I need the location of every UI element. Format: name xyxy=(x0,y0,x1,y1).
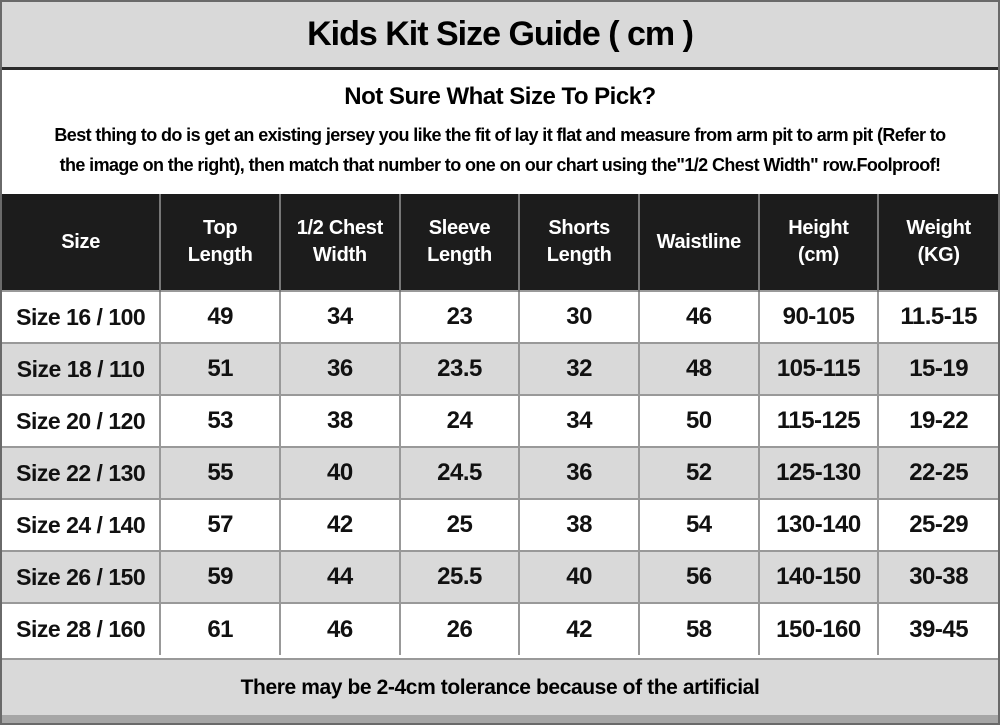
column-header: Waistline xyxy=(637,194,759,291)
value-cell: 40 xyxy=(279,446,400,499)
value-cell: 23.5 xyxy=(398,342,520,395)
value-cell: 34 xyxy=(279,290,400,343)
value-cell: 125-130 xyxy=(757,446,879,499)
value-cell: 19-22 xyxy=(877,394,998,447)
value-cell: 115-125 xyxy=(757,394,879,447)
column-header: Weight (KG) xyxy=(877,194,998,291)
value-cell: 24.5 xyxy=(398,446,520,499)
value-cell: 55 xyxy=(159,446,281,499)
intro-heading: Not Sure What Size To Pick? xyxy=(344,83,656,110)
value-cell: 24 xyxy=(398,394,520,447)
value-cell: 105-115 xyxy=(757,342,879,395)
value-cell: 48 xyxy=(637,342,759,395)
table-row: Size 16 / 100 49 34 23 30 46 90-105 11.5-15 xyxy=(2,290,998,343)
intro-line-1: Best thing to do is get an existing jers… xyxy=(54,125,946,145)
page-title: Kids Kit Size Guide ( cm ) xyxy=(307,15,694,53)
value-cell: 46 xyxy=(279,602,400,655)
size-cell: Size 28 / 160 xyxy=(2,602,161,655)
value-cell: 25-29 xyxy=(877,498,998,551)
value-cell: 42 xyxy=(518,602,639,655)
value-cell: 90-105 xyxy=(757,290,879,343)
value-cell: 59 xyxy=(159,550,281,603)
value-cell: 130-140 xyxy=(757,498,879,551)
intro-line-2: the image on the right), then match that… xyxy=(59,155,941,175)
column-header: Top Length xyxy=(159,194,281,291)
size-table-head-row: Size Top Length 1/2 Chest Width Sleeve Leng… xyxy=(2,194,998,291)
size-cell: Size 26 / 150 xyxy=(2,550,161,603)
table-row: Size 24 / 140 57 42 25 38 54 130-140 25-29 xyxy=(2,498,998,551)
column-header: Size xyxy=(2,194,161,291)
value-cell: 61 xyxy=(159,602,281,655)
column-header: Sleeve Length xyxy=(398,194,520,291)
value-cell: 52 xyxy=(637,446,759,499)
intro-section: Not Sure What Size To Pick? Best thing t… xyxy=(2,70,998,194)
title-bar: Kids Kit Size Guide ( cm ) xyxy=(2,2,998,70)
column-header: 1/2 Chest Width xyxy=(279,194,400,291)
value-cell: 38 xyxy=(518,498,639,551)
bottom-strip xyxy=(2,715,998,723)
value-cell: 15-19 xyxy=(877,342,998,395)
value-cell: 32 xyxy=(518,342,639,395)
size-cell: Size 24 / 140 xyxy=(2,498,161,551)
value-cell: 57 xyxy=(159,498,281,551)
value-cell: 39-45 xyxy=(877,602,998,655)
footer-note-bar: There may be 2-4cm tolerance because of … xyxy=(2,658,998,715)
value-cell: 42 xyxy=(279,498,400,551)
table-row: Size 20 / 120 53 38 24 34 50 115-125 19-22 xyxy=(2,394,998,447)
value-cell: 36 xyxy=(279,342,400,395)
value-cell: 38 xyxy=(279,394,400,447)
value-cell: 25.5 xyxy=(398,550,520,603)
value-cell: 30-38 xyxy=(877,550,998,603)
value-cell: 11.5-15 xyxy=(877,290,998,343)
value-cell: 51 xyxy=(159,342,281,395)
value-cell: 25 xyxy=(398,498,520,551)
column-header: Shorts Length xyxy=(518,194,639,291)
table-row: Size 26 / 150 59 44 25.5 40 56 140-150 30-38 xyxy=(2,550,998,603)
column-header: Height (cm) xyxy=(757,194,879,291)
value-cell: 22-25 xyxy=(877,446,998,499)
value-cell: 58 xyxy=(637,602,759,655)
size-table-body: Size 16 / 100 49 34 23 30 46 90-105 11.5-15 Size… xyxy=(2,290,998,655)
size-table: Size Top Length 1/2 Chest Width Sleeve Leng… xyxy=(2,194,998,655)
table-row: Size 22 / 130 55 40 24.5 36 52 125-130 22-25 xyxy=(2,446,998,499)
value-cell: 50 xyxy=(637,394,759,447)
value-cell: 36 xyxy=(518,446,639,499)
value-cell: 53 xyxy=(159,394,281,447)
footer-note: There may be 2-4cm tolerance because of … xyxy=(240,675,760,699)
value-cell: 49 xyxy=(159,290,281,343)
value-cell: 40 xyxy=(518,550,639,603)
value-cell: 26 xyxy=(398,602,520,655)
size-cell: Size 22 / 130 xyxy=(2,446,161,499)
value-cell: 54 xyxy=(637,498,759,551)
value-cell: 150-160 xyxy=(757,602,879,655)
value-cell: 34 xyxy=(518,394,639,447)
value-cell: 23 xyxy=(398,290,520,343)
value-cell: 140-150 xyxy=(757,550,879,603)
value-cell: 56 xyxy=(637,550,759,603)
size-table-head: Size Top Length 1/2 Chest Width Sleeve Leng… xyxy=(2,194,998,291)
value-cell: 44 xyxy=(279,550,400,603)
table-row: Size 28 / 160 61 46 26 42 58 150-160 39-45 xyxy=(2,602,998,655)
size-cell: Size 20 / 120 xyxy=(2,394,161,447)
value-cell: 46 xyxy=(637,290,759,343)
table-row: Size 18 / 110 51 36 23.5 32 48 105-115 15-19 xyxy=(2,342,998,395)
value-cell: 30 xyxy=(518,290,639,343)
size-cell: Size 18 / 110 xyxy=(2,342,161,395)
size-cell: Size 16 / 100 xyxy=(2,290,161,343)
